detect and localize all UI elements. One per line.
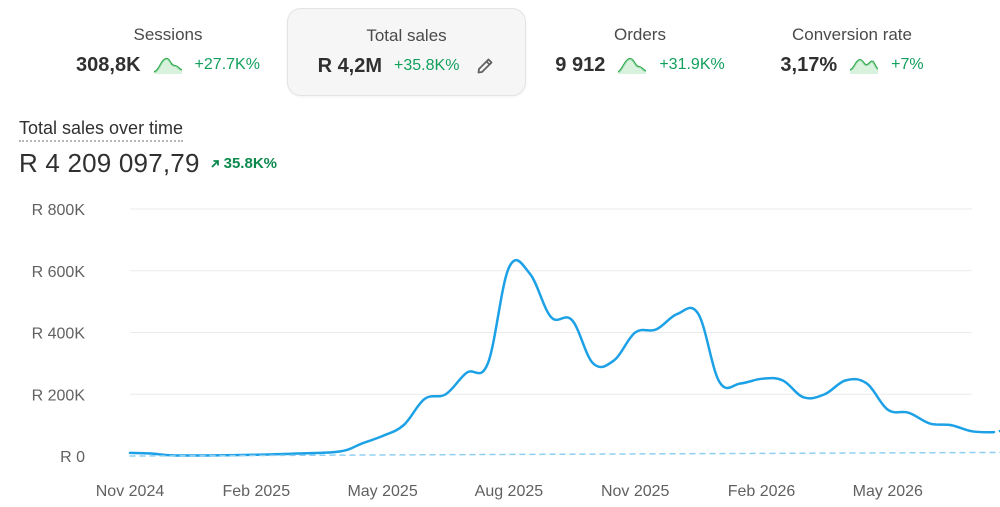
x-tick-label: May 2025 xyxy=(347,483,417,500)
x-tick-label: Nov 2024 xyxy=(96,483,165,500)
y-tick-label: R 600K xyxy=(32,264,86,281)
metric-conversion-rate[interactable]: Conversion rate 3,17% +7% xyxy=(752,8,952,96)
metric-value: 308,8K xyxy=(76,53,141,76)
metric-total-sales[interactable]: Total sales R 4,2M +35.8K% xyxy=(287,8,526,96)
metric-label: Sessions xyxy=(133,25,203,44)
x-tick-label: Aug 2025 xyxy=(475,483,544,500)
sales-line-chart: R 0 R 200K R 400K R 600K R 800K Nov 2024 Feb 2… xyxy=(32,202,1000,500)
arrow-up-right-icon xyxy=(210,159,219,168)
sparkline-icon xyxy=(153,57,182,74)
metric-value: 3,17% xyxy=(780,53,838,76)
comparison-series-line xyxy=(129,451,1000,457)
sales-series-line xyxy=(128,258,995,457)
metric-value: 9 912 xyxy=(555,53,606,76)
metric-label: Conversion rate xyxy=(791,25,912,44)
x-tick-label: May 2026 xyxy=(853,483,923,500)
y-tick-label: R 0 xyxy=(60,449,85,466)
x-tick-label: Feb 2025 xyxy=(222,483,290,500)
metric-label: Orders xyxy=(614,25,666,44)
total-change-badge: 35.8K% xyxy=(210,155,277,172)
metric-change: +31.9K% xyxy=(659,56,725,73)
y-tick-label: R 400K xyxy=(32,326,86,343)
metric-change: +27.7K% xyxy=(194,56,260,73)
metric-change: +7% xyxy=(891,56,924,73)
total-sales-value: R 4 209 097,79 xyxy=(19,148,200,178)
metric-sessions[interactable]: Sessions 308,8K +27.7K% xyxy=(58,8,278,96)
x-tick-label: Feb 2026 xyxy=(728,483,796,500)
metric-value: R 4,2M xyxy=(317,54,383,77)
total-change-value: 35.8K% xyxy=(223,155,277,172)
y-tick-label: R 800K xyxy=(32,202,86,219)
sales-series-projection xyxy=(991,429,1000,434)
pencil-icon[interactable] xyxy=(475,56,495,76)
metric-change: +35.8K% xyxy=(394,57,460,74)
chart-title[interactable]: Total sales over time xyxy=(19,118,184,142)
x-tick-label: Nov 2025 xyxy=(601,483,670,500)
sparkline-icon xyxy=(849,58,879,74)
metric-orders[interactable]: Orders 9 912 +31.9K% xyxy=(530,8,750,96)
sparkline-icon xyxy=(617,57,647,74)
metrics-bar: Sessions 308,8K +27.7K% Total sales R 4,… xyxy=(0,0,1000,100)
y-tick-label: R 200K xyxy=(32,387,86,404)
metric-label: Total sales xyxy=(366,26,447,45)
total-summary: R 4 209 097,79 35.8K% xyxy=(19,148,277,179)
